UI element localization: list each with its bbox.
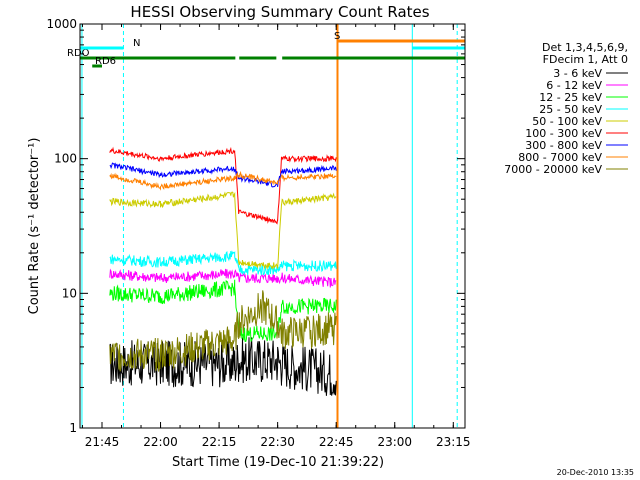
y-tick-label-0: 1 [69, 421, 77, 435]
chart-title: HESSI Observing Summary Count Rates [130, 3, 429, 21]
series-line-7 [110, 173, 336, 189]
series-line-5 [110, 149, 336, 224]
flag-label-rdo: RDO [67, 48, 90, 59]
legend-header-1: FDecim 1, Att 0 [543, 53, 628, 66]
flag-label-rd6: RD6 [95, 56, 116, 67]
legend-label-8: 7000 - 20000 keV [504, 163, 602, 176]
series-line-4 [110, 192, 336, 268]
legend: Det 1,3,4,5,6,9,FDecim 1, Att 03 - 6 keV… [504, 41, 628, 176]
y-tick-label-3: 1000 [46, 17, 77, 31]
y-tick-label-1: 10 [62, 286, 77, 300]
x-axis-label: Start Time (19-Dec-10 21:39:22) [172, 455, 384, 470]
x-tick-label-4: 22:45 [319, 435, 354, 449]
y-axis-label: Count Rate (s⁻¹ detector⁻¹) [27, 138, 42, 315]
y-tick-label-2: 100 [54, 152, 77, 166]
x-tick-label-0: 21:45 [85, 435, 120, 449]
count-rate-chart: HESSI Observing Summary Count Rates RDOR… [0, 0, 640, 480]
plot-area: RDO RD6 N S [67, 24, 465, 428]
footer-timestamp: 20-Dec-2010 13:35 [557, 468, 634, 477]
flag-label-s: S [334, 31, 340, 42]
x-tick-label-3: 22:30 [260, 435, 295, 449]
flag-label-n: N [133, 38, 140, 49]
x-tick-label-1: 22:00 [143, 435, 178, 449]
series-line-6 [110, 163, 336, 187]
x-tick-label-2: 22:15 [202, 435, 237, 449]
x-tick-label-6: 23:15 [436, 435, 471, 449]
series-line-3 [110, 251, 336, 275]
x-tick-label-5: 23:00 [377, 435, 412, 449]
